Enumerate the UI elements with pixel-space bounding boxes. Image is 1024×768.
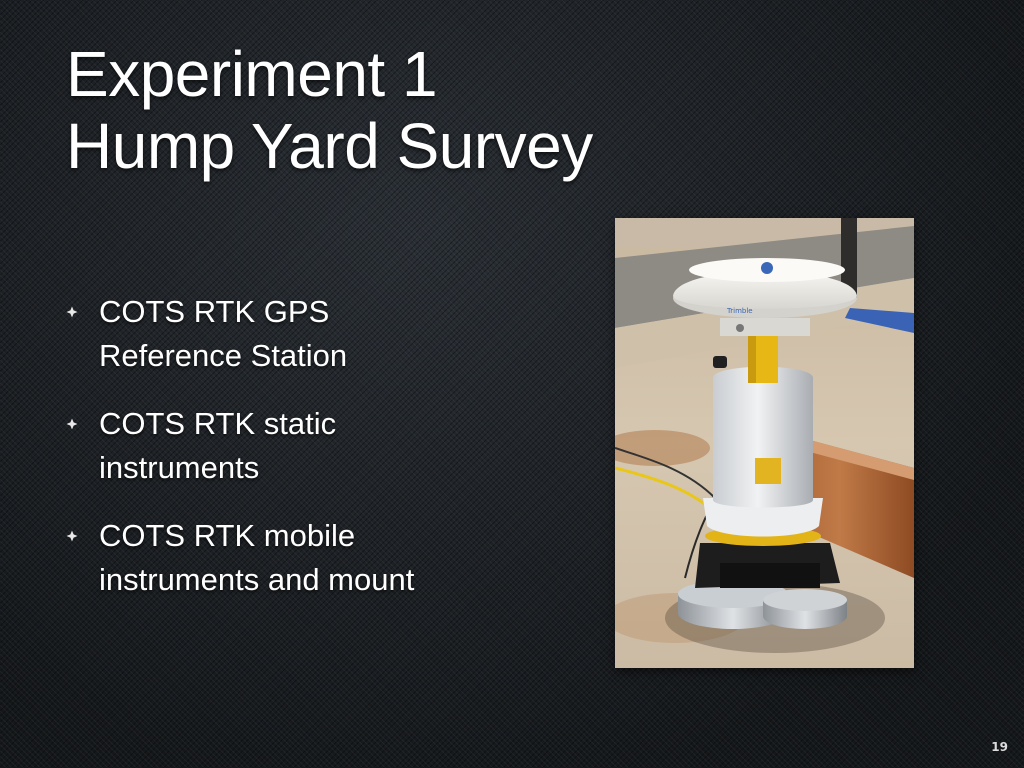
trimble-logo-icon bbox=[761, 262, 773, 274]
slide-title: Experiment 1 Hump Yard Survey bbox=[66, 38, 593, 182]
bullet-list: COTS RTK GPS Reference Station COTS RTK … bbox=[66, 290, 506, 626]
bullet-1-line-1: COTS RTK GPS bbox=[99, 294, 330, 329]
slide-title-line-1: Experiment 1 bbox=[66, 38, 438, 110]
antenna-brand-label: Trimble bbox=[726, 307, 753, 315]
gps-antenna-image: Trimble bbox=[615, 218, 914, 668]
bullet-item: COTS RTK GPS Reference Station bbox=[66, 290, 506, 378]
slide-title-line-2: Hump Yard Survey bbox=[66, 110, 593, 182]
star-bullet-icon bbox=[66, 306, 78, 318]
slide-number: 19 bbox=[991, 740, 1008, 754]
bullet-1-line-2: Reference Station bbox=[99, 338, 348, 373]
bullet-3-line-1: COTS RTK mobile bbox=[99, 518, 356, 553]
star-bullet-icon bbox=[66, 418, 78, 430]
bullet-2-line-1: COTS RTK static bbox=[99, 406, 337, 441]
gps-reference-station-photo: Trimble bbox=[615, 218, 914, 668]
star-bullet-icon bbox=[66, 530, 78, 542]
bullet-item: COTS RTK static instruments bbox=[66, 402, 506, 490]
bullet-3-line-2: instruments and mount bbox=[99, 562, 415, 597]
bullet-2-line-2: instruments bbox=[99, 450, 260, 485]
bullet-item: COTS RTK mobile instruments and mount bbox=[66, 514, 506, 602]
